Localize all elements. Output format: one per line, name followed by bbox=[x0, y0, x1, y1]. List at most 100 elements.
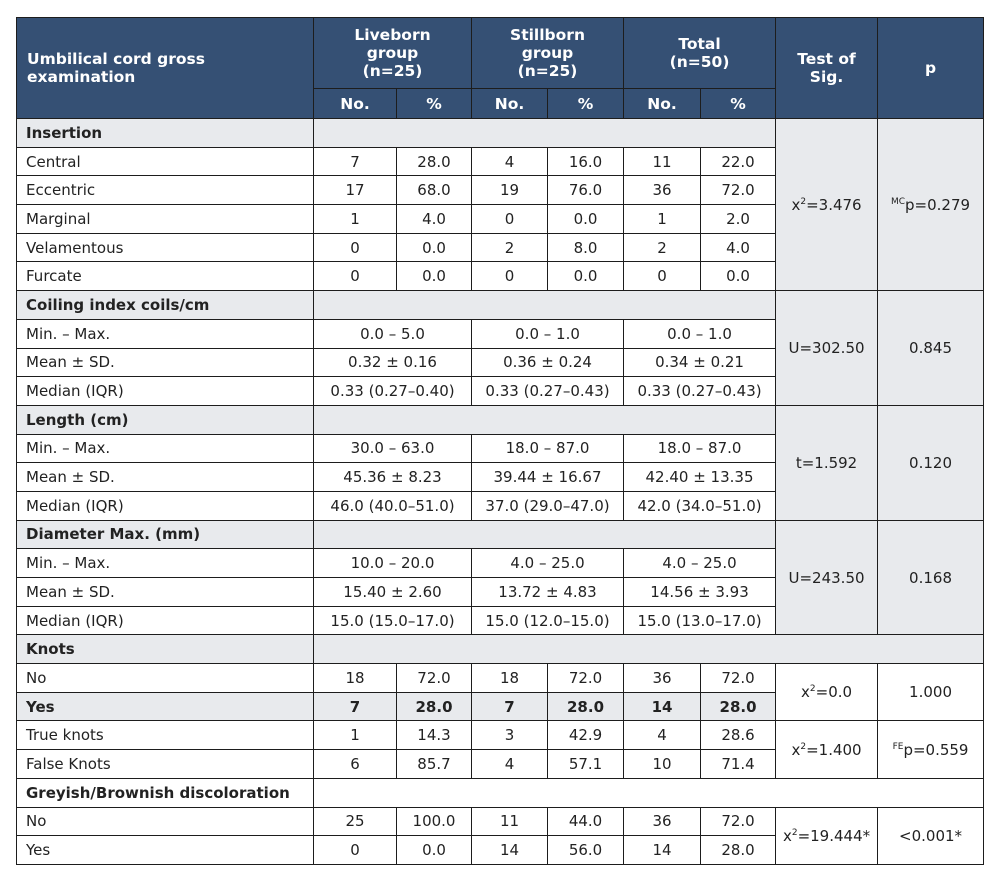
cell: 28.0 bbox=[395, 146, 473, 177]
section-title: Length (cm) bbox=[16, 404, 314, 435]
cell: 4.0 – 25.0 bbox=[623, 548, 777, 578]
test-statistic: U=243.50 bbox=[775, 519, 879, 636]
row-label: Min. – Max. bbox=[16, 548, 314, 578]
test-statistic: x2=1.400 bbox=[775, 720, 879, 779]
cell: 72.0 bbox=[700, 806, 777, 837]
cell: 0.0 bbox=[395, 232, 473, 263]
cell: 2.0 bbox=[700, 204, 777, 234]
row-label: Mean ± SD. bbox=[16, 577, 314, 607]
header-first-col: Umbilical cord gross examination bbox=[16, 17, 314, 119]
cell: 1 bbox=[313, 204, 397, 234]
table-row: Yes 7 28.0 7 28.0 14 28.0 bbox=[16, 691, 984, 722]
table-row: Min. – Max. 30.0 – 63.0 18.0 – 87.0 18.0… bbox=[16, 433, 984, 464]
cell: 19 bbox=[471, 175, 549, 206]
section-filler bbox=[312, 290, 777, 320]
row-label: Mean ± SD. bbox=[16, 462, 314, 492]
row-label: False Knots bbox=[16, 749, 314, 779]
section-row: Greyish/Brownish discoloration bbox=[16, 777, 985, 808]
p-value: FEp=0.559 bbox=[877, 720, 985, 779]
section-title: Insertion bbox=[16, 118, 314, 148]
cell: 25 bbox=[313, 806, 397, 837]
cell: 56.0 bbox=[547, 835, 625, 865]
table-row: Yes 0 0.0 14 56.0 14 28.0 bbox=[16, 835, 984, 865]
row-label: Furcate bbox=[16, 261, 314, 292]
cell: 4.0 bbox=[700, 232, 777, 263]
cell: 14.3 bbox=[395, 720, 473, 751]
table-row: Mean ± SD. 15.40 ± 2.60 13.72 ± 4.83 14.… bbox=[16, 577, 984, 607]
cell: 100.0 bbox=[395, 806, 473, 837]
header-p: p bbox=[877, 17, 985, 119]
cell: 36 bbox=[623, 175, 702, 206]
cell: 14 bbox=[623, 835, 702, 865]
cell: 85.7 bbox=[395, 749, 473, 779]
header-pct: % bbox=[547, 88, 625, 119]
table-body: Insertion x2=3.476 MCp=0.279 Central 7 2… bbox=[16, 117, 985, 865]
cell: 14.56 ± 3.93 bbox=[623, 577, 777, 607]
cell: 28.6 bbox=[700, 720, 777, 751]
cell: 0.0 – 1.0 bbox=[623, 318, 777, 349]
cell: 42.9 bbox=[547, 720, 625, 751]
cell: 1 bbox=[623, 204, 702, 234]
cell: 30.0 – 63.0 bbox=[312, 433, 473, 464]
test-statistic: t=1.592 bbox=[775, 404, 879, 521]
cell: 44.0 bbox=[547, 806, 625, 837]
table-row: False Knots 6 85.7 4 57.1 10 71.4 bbox=[16, 749, 984, 779]
cell: 36 bbox=[623, 806, 702, 837]
results-table-container: Umbilical cord gross examination Livebor… bbox=[16, 17, 985, 865]
cell: 7 bbox=[471, 691, 549, 722]
section-title: Knots bbox=[16, 634, 314, 665]
table-row: Mean ± SD. 0.32 ± 0.16 0.36 ± 0.24 0.34 … bbox=[16, 347, 984, 378]
row-label: Yes bbox=[16, 691, 314, 722]
table-row: Central 7 28.0 4 16.0 11 22.0 bbox=[16, 146, 984, 177]
table-row: Median (IQR) 46.0 (40.0–51.0) 37.0 (29.0… bbox=[16, 490, 984, 521]
section-title: Greyish/Brownish discoloration bbox=[16, 777, 314, 808]
p-value: 1.000 bbox=[877, 663, 985, 722]
table-row: Median (IQR) 15.0 (15.0–17.0) 15.0 (12.0… bbox=[16, 605, 984, 636]
section-filler bbox=[312, 777, 985, 808]
table-row: Marginal 1 4.0 0 0.0 1 2.0 bbox=[16, 204, 984, 234]
cell: 14 bbox=[623, 691, 702, 722]
section-filler bbox=[312, 634, 985, 665]
table-header: Umbilical cord gross examination Livebor… bbox=[16, 17, 985, 119]
p-value: 0.845 bbox=[877, 290, 985, 406]
row-label: Central bbox=[16, 146, 314, 177]
cell: 13.72 ± 4.83 bbox=[471, 577, 625, 607]
row-label: Min. – Max. bbox=[16, 433, 314, 464]
cell: 36 bbox=[623, 663, 702, 693]
header-no: No. bbox=[471, 88, 549, 119]
cell: 18 bbox=[313, 663, 397, 693]
section-filler bbox=[312, 519, 777, 550]
cell: 0 bbox=[471, 261, 549, 292]
p-value: 0.168 bbox=[877, 519, 985, 636]
cell: 14 bbox=[471, 835, 549, 865]
row-label: Min. – Max. bbox=[16, 318, 314, 349]
cell: 0.0 – 1.0 bbox=[471, 318, 625, 349]
cell: 42.40 ± 13.35 bbox=[623, 462, 777, 492]
umbilical-cord-table: Umbilical cord gross examination Livebor… bbox=[16, 17, 985, 865]
cell: 76.0 bbox=[547, 175, 625, 206]
row-label: No bbox=[16, 663, 314, 693]
cell: 15.40 ± 2.60 bbox=[312, 577, 473, 607]
cell: 0 bbox=[471, 204, 549, 234]
cell: 15.0 (13.0–17.0) bbox=[623, 605, 777, 636]
cell: 57.1 bbox=[547, 749, 625, 779]
cell: 4 bbox=[471, 146, 549, 177]
cell: 72.0 bbox=[700, 175, 777, 206]
cell: 72.0 bbox=[395, 663, 473, 693]
cell: 7 bbox=[313, 146, 397, 177]
header-total: Total (n=50) bbox=[623, 17, 777, 89]
table-row: True knots 1 14.3 3 42.9 4 28.6 x2=1.400… bbox=[16, 720, 985, 779]
cell: 10 bbox=[623, 749, 702, 779]
cell: 28.0 bbox=[700, 691, 777, 722]
header-pct: % bbox=[700, 88, 777, 119]
p-value: <0.001* bbox=[877, 806, 985, 865]
cell: 0.34 ± 0.21 bbox=[623, 347, 777, 378]
cell: 18.0 – 87.0 bbox=[471, 433, 625, 464]
cell: 46.0 (40.0–51.0) bbox=[312, 490, 473, 521]
cell: 4.0 – 25.0 bbox=[471, 548, 625, 578]
cell: 68.0 bbox=[395, 175, 473, 206]
row-label: Mean ± SD. bbox=[16, 347, 314, 378]
header-test-of-sig: Test of Sig. bbox=[775, 17, 879, 119]
test-statistic: x2=3.476 bbox=[775, 117, 879, 292]
row-label: Median (IQR) bbox=[16, 376, 314, 406]
